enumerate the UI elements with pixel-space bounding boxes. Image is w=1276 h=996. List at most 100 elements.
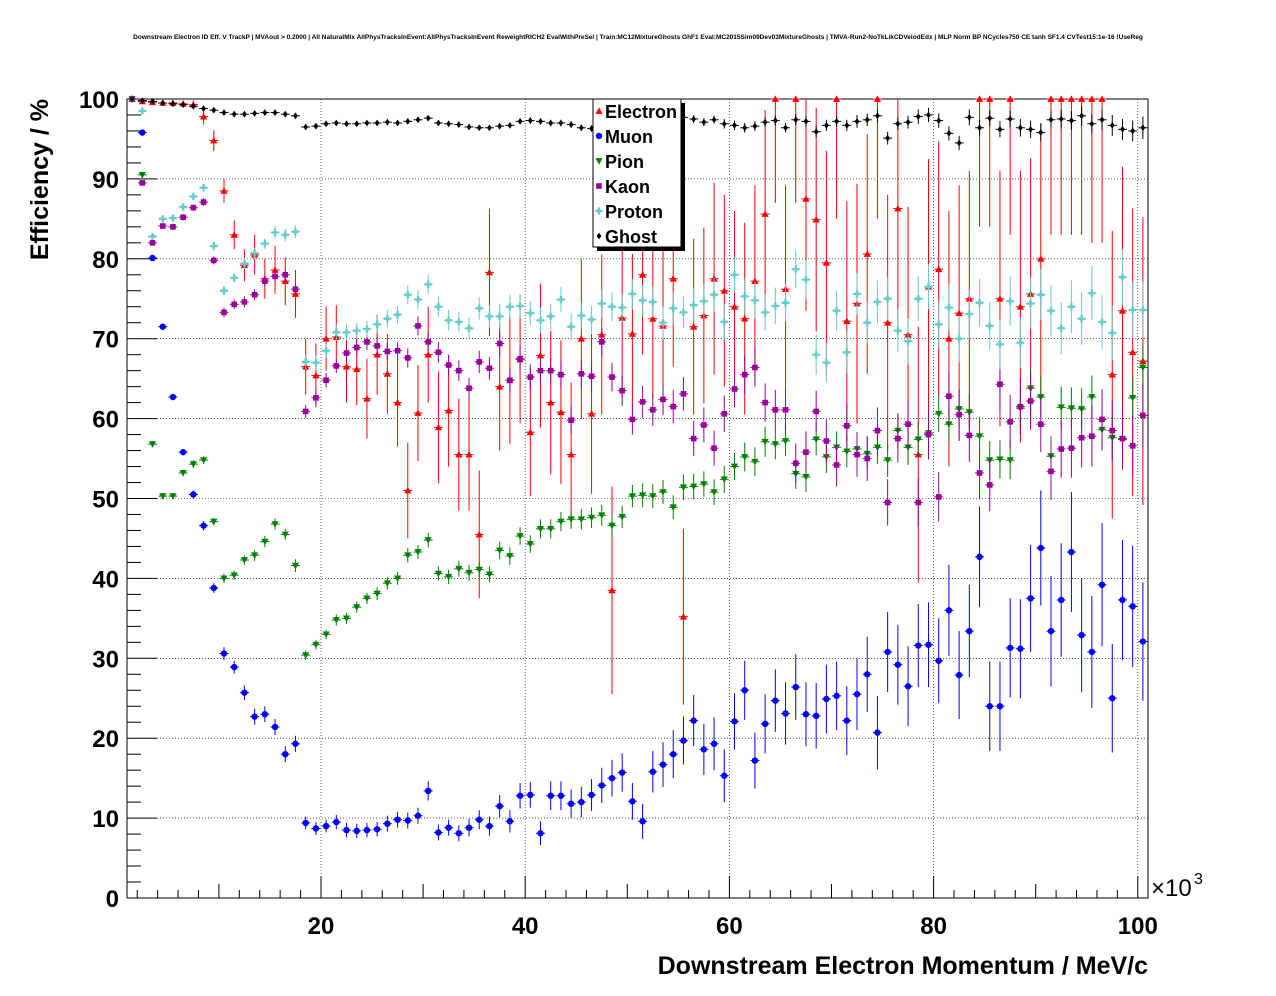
data-point bbox=[915, 499, 922, 506]
data-point bbox=[507, 121, 513, 129]
data-point bbox=[741, 687, 748, 694]
data-point bbox=[812, 351, 820, 359]
data-point bbox=[578, 798, 585, 806]
data-point bbox=[925, 641, 932, 648]
legend-marker bbox=[596, 183, 602, 189]
data-point bbox=[241, 299, 248, 305]
data-point bbox=[895, 435, 901, 442]
data-point bbox=[905, 118, 911, 126]
data-point bbox=[517, 355, 523, 362]
data-point bbox=[558, 371, 564, 378]
data-point bbox=[660, 396, 666, 403]
data-point bbox=[762, 118, 768, 126]
data-point bbox=[578, 371, 585, 377]
data-point bbox=[383, 370, 391, 377]
data-point bbox=[975, 95, 984, 102]
data-point bbox=[394, 347, 401, 354]
data-point bbox=[751, 757, 759, 764]
data-point bbox=[414, 812, 422, 819]
data-point bbox=[456, 367, 462, 374]
data-point bbox=[1098, 95, 1106, 102]
data-point bbox=[434, 570, 443, 578]
data-point bbox=[149, 254, 156, 262]
data-point bbox=[293, 112, 298, 120]
data-point bbox=[741, 371, 748, 378]
data-point bbox=[231, 663, 238, 671]
data-point bbox=[609, 374, 615, 380]
data-point bbox=[1038, 129, 1044, 136]
data-point bbox=[138, 172, 146, 179]
data-point bbox=[497, 122, 503, 130]
data-point bbox=[425, 339, 431, 345]
data-point bbox=[730, 303, 739, 310]
data-point bbox=[302, 358, 310, 366]
data-point bbox=[231, 110, 237, 118]
data-point bbox=[1067, 95, 1076, 102]
data-point bbox=[975, 433, 984, 440]
data-point bbox=[598, 512, 606, 519]
x-multiplier-label: ×10 bbox=[1151, 875, 1192, 902]
data-point bbox=[945, 335, 953, 342]
data-point bbox=[649, 315, 657, 322]
data-point bbox=[720, 476, 728, 483]
data-point bbox=[1058, 596, 1065, 604]
data-point bbox=[966, 432, 973, 439]
data-point bbox=[946, 393, 952, 400]
data-point bbox=[496, 312, 504, 320]
data-point bbox=[425, 114, 431, 122]
data-point bbox=[486, 822, 493, 830]
data-point bbox=[476, 359, 483, 365]
data-point bbox=[792, 460, 799, 467]
data-point bbox=[700, 481, 708, 488]
data-point bbox=[1057, 404, 1065, 412]
data-point bbox=[434, 303, 443, 311]
data-point bbox=[445, 362, 452, 368]
y-tick-label: 10 bbox=[92, 806, 119, 833]
data-point bbox=[190, 204, 197, 211]
data-point bbox=[832, 95, 841, 102]
x-tick-label: 100 bbox=[1118, 913, 1158, 940]
data-point bbox=[190, 102, 196, 110]
data-point bbox=[485, 571, 494, 579]
data-point bbox=[833, 462, 840, 468]
data-point bbox=[1069, 117, 1074, 124]
x-tick-label: 20 bbox=[308, 913, 335, 940]
data-point bbox=[1120, 125, 1125, 133]
data-point bbox=[751, 458, 759, 466]
data-point bbox=[700, 297, 708, 305]
data-point bbox=[180, 214, 186, 221]
data-point bbox=[834, 117, 839, 125]
data-point bbox=[485, 268, 494, 276]
data-point bbox=[1118, 307, 1127, 314]
data-point bbox=[720, 287, 728, 294]
data-point bbox=[445, 824, 452, 831]
data-point bbox=[414, 295, 422, 304]
data-point bbox=[812, 436, 820, 443]
data-point bbox=[363, 395, 371, 402]
data-point bbox=[1109, 695, 1116, 702]
data-point bbox=[935, 320, 943, 328]
data-point bbox=[446, 120, 452, 128]
legend-label: Muon bbox=[605, 127, 653, 147]
data-point bbox=[802, 711, 810, 718]
data-point bbox=[312, 371, 320, 379]
data-point bbox=[210, 584, 217, 592]
data-point bbox=[240, 557, 249, 564]
data-point bbox=[1017, 645, 1024, 652]
data-point bbox=[935, 657, 942, 664]
data-point bbox=[720, 318, 728, 326]
data-point bbox=[282, 271, 289, 278]
data-point bbox=[577, 311, 585, 320]
data-point bbox=[435, 349, 442, 356]
data-point bbox=[547, 525, 555, 533]
data-point bbox=[353, 344, 360, 351]
data-point bbox=[608, 522, 616, 530]
data-point bbox=[608, 774, 616, 782]
data-point bbox=[210, 257, 217, 264]
data-point bbox=[506, 553, 514, 560]
data-point bbox=[353, 365, 361, 372]
data-point bbox=[404, 817, 411, 824]
data-point bbox=[1006, 457, 1014, 464]
data-point bbox=[762, 399, 768, 406]
data-point bbox=[291, 562, 300, 570]
